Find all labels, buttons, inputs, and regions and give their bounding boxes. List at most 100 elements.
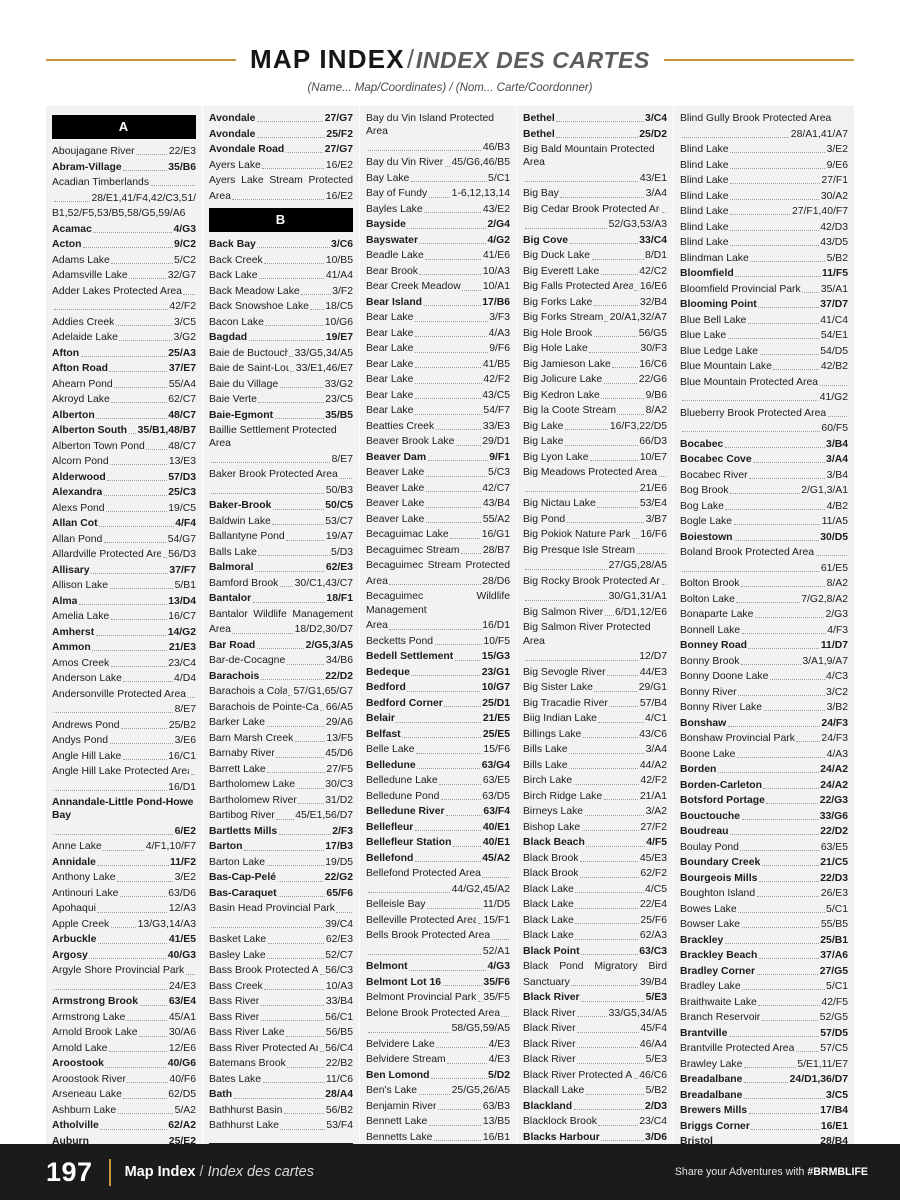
index-entry: Basin Head Provincial Park bbox=[209, 901, 353, 917]
dot-leader bbox=[582, 737, 638, 739]
index-entry-name: Bayswater bbox=[366, 234, 418, 246]
index-entry: Big Bald Mountain Protected Area bbox=[523, 142, 667, 171]
dot-leader bbox=[407, 227, 486, 229]
index-entry: Ashburn Lake 5/A2 bbox=[52, 1103, 196, 1119]
index-entry-coords: 16/C7 bbox=[168, 611, 196, 623]
index-entry: Avondale 27/G7 bbox=[209, 111, 353, 127]
index-entry-coords: 4/G3 bbox=[173, 223, 196, 235]
index-entry-name: Alderwood bbox=[52, 471, 106, 483]
dot-leader bbox=[573, 783, 639, 785]
index-entry-name: Blacklock Brook bbox=[523, 1116, 597, 1128]
index-entry: Amelia Lake 16/C7 bbox=[52, 609, 196, 625]
index-entry-coords: 60/F5 bbox=[821, 423, 848, 435]
dot-leader bbox=[827, 415, 847, 417]
dot-leader bbox=[418, 1093, 451, 1095]
index-entry-coords: 3/B7 bbox=[645, 513, 667, 525]
index-entry-coords: 33/G5,34/A5 bbox=[608, 1007, 667, 1019]
index-entry: Bay of Fundy 1-6,12,13,14 bbox=[366, 186, 510, 202]
index-entry-name: Back Lake bbox=[209, 270, 258, 282]
dot-leader bbox=[267, 772, 325, 774]
index-entry: Bocabec River 3/B4 bbox=[680, 468, 848, 484]
index-entry-name: Alberton bbox=[52, 409, 95, 421]
index-entry-name: Arnold Brook Lake bbox=[52, 1027, 138, 1039]
index-entry-coords: 44/G2,45/A2 bbox=[451, 883, 510, 895]
index-entry-coords: 45/F4 bbox=[640, 1023, 667, 1035]
index-entry: Big Pond 3/B7 bbox=[523, 512, 667, 528]
index-entry-name: Big Sister Lake bbox=[523, 682, 593, 694]
index-entry-name: Beaver Lake bbox=[366, 467, 425, 479]
dot-leader bbox=[435, 429, 482, 431]
index-entry: Addies Creek 3/C5 bbox=[52, 315, 196, 331]
index-entry: Bonney Road 11/D7 bbox=[680, 638, 848, 654]
index-entry-name: Big Lake bbox=[523, 436, 564, 448]
dot-leader bbox=[95, 634, 167, 636]
index-entry-coords: 9/C2 bbox=[174, 239, 196, 251]
dot-leader bbox=[278, 896, 325, 898]
index-entry-name: Ben's Lake bbox=[366, 1085, 418, 1097]
index-entry-name: Bonny River Lake bbox=[680, 702, 763, 714]
index-entry-coords: 56/C1 bbox=[325, 1011, 353, 1023]
index-entry: Belledune 63/G4 bbox=[366, 758, 510, 774]
page-footer: 197 Map Index / Index des cartes Share y… bbox=[0, 1144, 900, 1200]
index-entry-name: Bedford bbox=[366, 682, 406, 694]
index-entry: 39/C4 bbox=[209, 917, 353, 933]
index-entry-name: Bloomfield Provincial Park bbox=[680, 283, 801, 295]
index-entry-name: Blind Lake bbox=[680, 159, 729, 171]
index-entry: Bills Lake 3/A4 bbox=[523, 742, 667, 758]
index-entry-coords: 19/D5 bbox=[325, 856, 353, 868]
index-entry: Briggs Corner 16/E1 bbox=[680, 1119, 848, 1135]
index-entry: Bear Lake 41/B5 bbox=[366, 357, 510, 373]
index-entry-name: Anthony Lake bbox=[52, 872, 116, 884]
index-entry: Belvidere Stream 4/E3 bbox=[366, 1052, 510, 1068]
index-entry: Argyle Shore Provincial Park bbox=[52, 963, 196, 979]
dot-leader bbox=[417, 768, 481, 770]
dot-leader bbox=[232, 632, 294, 634]
index-entry-name: Brewers Mills bbox=[680, 1105, 747, 1117]
index-entry-coords: 29/A6 bbox=[325, 717, 353, 729]
index-entry-name: Belleville Protected Area bbox=[366, 914, 477, 926]
index-entry-coords: 23/C4 bbox=[639, 1116, 667, 1128]
index-entry-name: Bonney Road bbox=[680, 640, 747, 652]
dot-leader bbox=[106, 510, 167, 512]
index-entry: Bass Brook Protected Area 56/C3 bbox=[209, 963, 353, 979]
dot-leader bbox=[724, 446, 825, 448]
index-entry: Bellefleur 40/E1 bbox=[366, 820, 510, 836]
index-entry-coords: 41/E5 bbox=[168, 934, 196, 946]
index-entry-coords: 27/G5,28/A5 bbox=[608, 560, 667, 572]
index-entry-name: Bellefleur Station bbox=[366, 837, 452, 849]
index-entry: Afton 25/A3 bbox=[52, 346, 196, 362]
index-entry-coords: 13/D4 bbox=[168, 595, 196, 607]
index-entry-name: Barnaby River bbox=[209, 748, 275, 760]
dot-leader bbox=[428, 1124, 482, 1126]
dot-leader bbox=[286, 1035, 325, 1037]
index-entry-name: Bear Lake bbox=[366, 358, 414, 370]
index-entry-name: Bonaparte Lake bbox=[680, 609, 754, 621]
index-entry-coords: 56/D3 bbox=[168, 549, 196, 561]
index-entry-coords: 3/A4 bbox=[826, 454, 848, 466]
index-entry-coords: 16/B1 bbox=[482, 1131, 510, 1143]
index-entry-name: Belone Brook Protected Area bbox=[366, 1007, 501, 1019]
dot-leader bbox=[758, 307, 819, 309]
index-entry-coords: 56/C4 bbox=[325, 1042, 353, 1054]
footer-hashtag[interactable]: #BRMBLIFE bbox=[807, 1166, 868, 1178]
index-entry-coords: 35/F6 bbox=[483, 976, 510, 988]
index-entry-name: Belledune bbox=[366, 759, 416, 771]
index-entry-name: Bear Lake bbox=[366, 389, 414, 401]
index-entry-name: Blind Gully Brook Protected Area bbox=[680, 113, 832, 125]
index-entry-coords: 12/E6 bbox=[168, 1042, 196, 1054]
dot-leader bbox=[114, 386, 168, 388]
index-entry-name: Brantville bbox=[680, 1027, 728, 1039]
index-entry-coords: 18/D2,30/D7 bbox=[294, 624, 353, 636]
dot-leader bbox=[414, 336, 488, 338]
index-entry-coords: 63/E5 bbox=[482, 775, 510, 787]
index-entry-name: Bog Lake bbox=[680, 500, 724, 512]
dot-leader bbox=[396, 721, 482, 723]
dot-leader bbox=[728, 1035, 819, 1037]
index-entry: Bills Lake 44/A2 bbox=[523, 758, 667, 774]
index-entry-name: Sanctuary bbox=[523, 976, 570, 988]
dot-leader bbox=[600, 274, 638, 276]
index-entry-coords: 4/E3 bbox=[488, 1038, 510, 1050]
index-entry: Adder Lakes Protected Area bbox=[52, 284, 196, 300]
index-entry: Big Kedron Lake 9/B6 bbox=[523, 388, 667, 404]
index-entry-coords: 4/F4 bbox=[175, 518, 196, 530]
